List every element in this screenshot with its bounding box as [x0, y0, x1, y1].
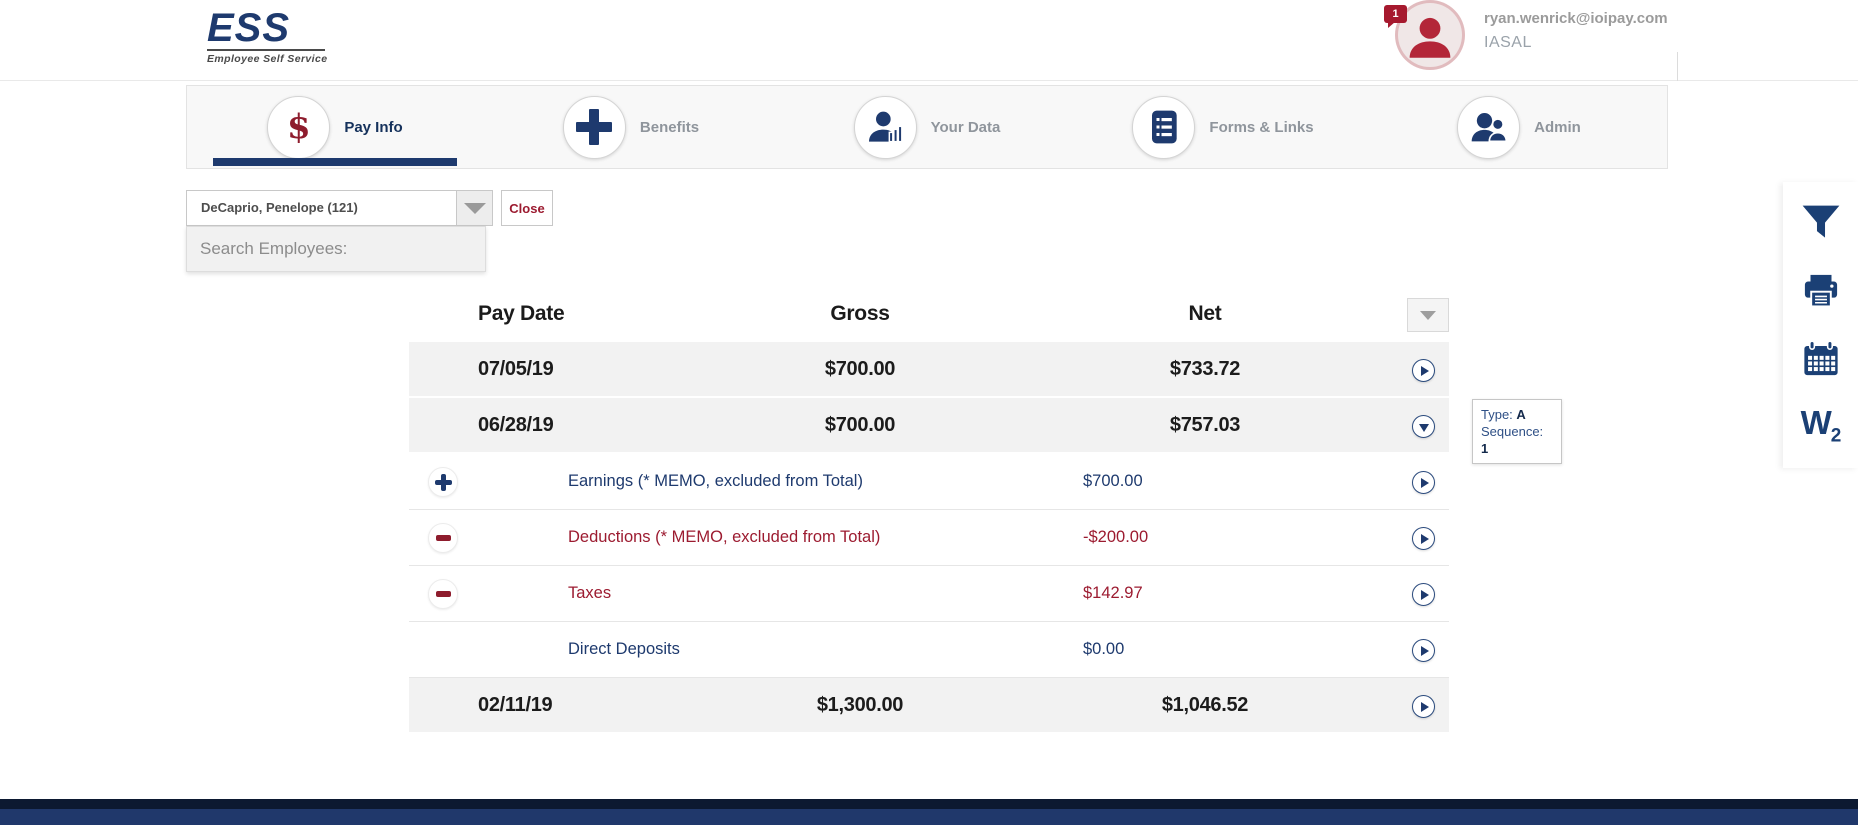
detail-amount: $0.00	[1083, 640, 1125, 658]
search-employees-label: Search Employees:	[200, 239, 348, 258]
user-avatar[interactable]: 1	[1384, 3, 1462, 67]
user-company: IASAL	[1484, 34, 1532, 51]
pay-date-cell: 07/05/19	[478, 358, 554, 380]
net-cell: $1,046.52	[1161, 694, 1249, 716]
expand-detail-button[interactable]	[1412, 583, 1435, 606]
chevron-right-icon	[1421, 533, 1429, 544]
pay-row-summary[interactable]: 02/11/19 $1,300.00 $1,046.52	[409, 678, 1449, 734]
tab-forms-links[interactable]: Forms & Links	[1075, 86, 1371, 168]
tab-label: Benefits	[639, 118, 700, 136]
detail-amount: $700.00	[1083, 472, 1143, 490]
main-nav: $ Pay Info Benefits Your Data	[186, 85, 1668, 169]
column-header-gross: Gross	[830, 302, 890, 325]
net-cell: $757.03	[1169, 414, 1241, 436]
footer-dark-bar	[0, 799, 1858, 809]
pay-row-summary[interactable]: 07/05/19 $700.00 $733.72	[409, 342, 1449, 398]
gross-cell: $700.00	[824, 358, 896, 380]
expand-detail-button[interactable]	[1412, 527, 1435, 550]
w2-icon[interactable]: W2	[1800, 404, 1842, 448]
chevron-right-icon	[1421, 589, 1429, 600]
header-divider	[1677, 52, 1678, 81]
employee-select-value: DeCaprio, Penelope (121)	[201, 200, 358, 215]
avatar-person-icon	[1398, 3, 1462, 67]
people-icon	[1457, 95, 1521, 159]
chevron-down-icon	[1420, 310, 1436, 320]
detail-label: Direct Deposits	[568, 640, 680, 658]
user-info: ryan.wenrick@ioipay.com IASAL	[1484, 10, 1668, 52]
ess-logo-title: ESS	[207, 6, 291, 50]
tab-label: Pay Info	[344, 118, 403, 136]
check-detail-tooltip: Type: A Sequence: 1	[1472, 399, 1562, 464]
employee-search-dropdown[interactable]: Search Employees:	[186, 226, 486, 272]
chevron-down-icon	[463, 202, 486, 214]
pay-detail-row-earnings[interactable]: Earnings (* MEMO, excluded from Total) $…	[409, 454, 1449, 510]
minus-sign-icon	[428, 579, 458, 609]
detail-amount: $142.97	[1083, 584, 1143, 602]
gross-cell: $1,300.00	[816, 694, 904, 716]
forms-list-icon	[1132, 95, 1196, 159]
ess-logo[interactable]: ESS Employee Self Service	[207, 8, 337, 65]
column-header-net: Net	[1188, 302, 1222, 325]
tab-label: Forms & Links	[1209, 118, 1314, 136]
expand-row-button[interactable]	[1412, 695, 1435, 718]
plus-icon	[562, 95, 626, 159]
detail-amount: -$200.00	[1083, 528, 1149, 546]
expand-row-button[interactable]	[1412, 359, 1435, 382]
gross-cell: $700.00	[824, 414, 896, 436]
chevron-right-icon	[1421, 645, 1429, 656]
tab-admin[interactable]: Admin	[1371, 86, 1667, 168]
detail-label: Deductions (* MEMO, excluded from Total)	[568, 528, 881, 546]
tooltip-type-line: Type: A	[1481, 407, 1526, 422]
close-button[interactable]: Close	[501, 190, 553, 226]
tab-label: Your Data	[930, 118, 1001, 136]
chevron-right-icon	[1421, 701, 1429, 712]
plus-sign-icon	[428, 467, 458, 497]
pay-detail-row-deductions[interactable]: Deductions (* MEMO, excluded from Total)…	[409, 510, 1449, 566]
dollar-icon: $	[267, 95, 331, 159]
footer-blue-bar	[0, 809, 1858, 825]
minus-sign-icon	[428, 523, 458, 553]
pay-table-body: 07/05/19 $700.00 $733.72 06/28/19 $700.0…	[409, 342, 1449, 734]
net-cell: $733.72	[1169, 358, 1241, 380]
print-icon[interactable]	[1798, 268, 1844, 314]
pay-date-cell: 02/11/19	[478, 694, 553, 716]
pay-date-cell: 06/28/19	[478, 414, 554, 436]
column-header-pay-date: Pay Date	[478, 302, 565, 325]
tab-label: Admin	[1534, 118, 1581, 136]
collapse-row-button[interactable]	[1412, 415, 1435, 438]
side-toolbar: W2	[1783, 182, 1858, 468]
chevron-down-icon	[1418, 423, 1429, 432]
tab-your-data[interactable]: Your Data	[779, 86, 1075, 168]
chevron-right-icon	[1421, 365, 1429, 376]
notification-badge[interactable]: 1	[1384, 5, 1407, 28]
pay-detail-row-direct-deposits[interactable]: Direct Deposits $0.00	[409, 622, 1449, 678]
filter-icon[interactable]	[1798, 201, 1844, 247]
calendar-icon[interactable]	[1798, 336, 1844, 382]
top-header: ESS Employee Self Service 1 ryan.wenrick…	[0, 0, 1858, 81]
pay-detail-row-taxes[interactable]: Taxes $142.97	[409, 566, 1449, 622]
expand-detail-button[interactable]	[1412, 471, 1435, 494]
pay-table-header: Pay Date Gross Net	[409, 298, 1449, 338]
person-stats-icon	[853, 95, 917, 159]
logo-divider	[207, 49, 325, 51]
tab-pay-info[interactable]: $ Pay Info	[187, 86, 483, 168]
employee-select[interactable]: DeCaprio, Penelope (121)	[186, 190, 493, 226]
pay-history-table: Pay Date Gross Net 07/05/19 $700.00 $733…	[409, 298, 1449, 734]
chevron-right-icon	[1421, 477, 1429, 488]
user-email: ryan.wenrick@ioipay.com	[1484, 10, 1668, 27]
detail-label: Taxes	[568, 584, 612, 602]
detail-label: Earnings (* MEMO, excluded from Total)	[568, 472, 863, 490]
table-filter-dropdown-button[interactable]	[1407, 298, 1449, 332]
pay-row-summary[interactable]: 06/28/19 $700.00 $757.03	[409, 398, 1449, 454]
tooltip-sequence-line: Sequence: 1	[1481, 424, 1544, 456]
combo-dropdown-button[interactable]	[456, 191, 492, 225]
tab-benefits[interactable]: Benefits	[483, 86, 779, 168]
ess-logo-subtitle: Employee Self Service	[207, 53, 328, 65]
expand-detail-button[interactable]	[1412, 639, 1435, 662]
